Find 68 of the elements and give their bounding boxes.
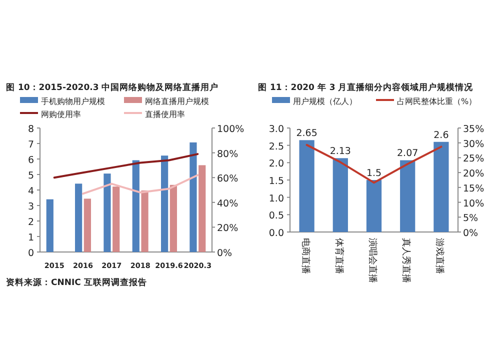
data-label: 2.07 [397,148,418,160]
bar [161,156,168,252]
line-series [53,153,199,179]
y2-tick-label: 5% [463,213,478,224]
bar [366,180,382,232]
y2-tick-label: 60% [217,174,238,185]
legend-label: 直播使用率 [145,110,185,119]
bar [141,190,148,252]
y-tick-label: 2.0 [268,158,284,170]
data-label: 2.6 [434,130,449,141]
y2-tick-label: 20% [217,223,238,234]
x-tick-label: 游戏直播 [434,238,446,274]
y-tick-label: 3 [28,202,34,212]
y-tick-label: 7 [28,140,34,150]
y2-tick-label: 0% [217,248,232,259]
bar [104,174,111,252]
chart-title: 图 10：2015-2020.3 中国网络购物及网络直播用户 [6,82,219,93]
y2-tick-label: 40% [217,198,238,210]
y-tick-label: 1.5 [268,176,284,187]
y-tick-label: 0.5 [268,210,284,222]
y-tick-label: 4 [28,186,34,197]
bar [190,142,197,252]
y-tick-label: 1 [28,232,34,244]
x-tick-label: 演唱会直播 [367,238,378,283]
bar [299,140,314,232]
bar [112,186,120,252]
bar [84,198,91,252]
y-tick-label: 0.0 [268,228,284,239]
y2-tick-label: 80% [217,148,238,160]
y2-tick-label: 30% [463,138,484,150]
bar [198,165,206,252]
data-label: 1.5 [366,168,382,179]
data-label: 2.65 [296,128,318,140]
bar [400,160,416,232]
bar [75,184,82,252]
y2-tick-label: 100% [217,124,244,135]
line-series [306,144,442,184]
data-label: 2.13 [330,146,351,158]
legend-label: 用户规模（亿人） [293,97,357,106]
legend-label: 手机购物用户规模 [41,97,105,106]
y2-tick-label: 20% [463,168,484,180]
x-tick-label: 电商直播 [300,238,311,274]
y-tick-label: 0 [28,248,34,259]
legend-label: 网购使用率 [41,110,81,119]
legend-label: 占网民整体比重（%） [397,97,477,106]
y-tick-label: 1.0 [268,193,284,204]
y2-tick-label: 10% [463,198,484,210]
x-tick-label: 体育直播 [333,238,344,274]
y2-tick-label: 15% [463,183,484,194]
y-tick-label: 6 [28,155,34,166]
y-tick-label: 8 [28,124,34,135]
bar [434,142,449,232]
line-series [82,174,199,195]
text: 资料来源：CNNIC 互联网调查报告 [6,277,147,288]
chart-title: 图 11：2020 年 3 月直播细分内容领域用户规模情况 [258,82,474,93]
y2-tick-label: 25% [463,154,484,165]
bar [332,158,348,232]
y2-tick-label: 0% [463,228,478,239]
y-tick-label: 5 [28,170,34,182]
y-tick-label: 2.5 [268,141,284,152]
bar [132,160,140,252]
y-tick-label: 3.0 [268,124,284,135]
x-tick-label: 真人秀直播 [400,238,412,283]
bar [170,184,177,252]
y-tick-label: 2 [28,217,34,228]
legend-label: 网络直播用户规模 [145,97,209,106]
y2-tick-label: 35% [463,124,484,135]
bar [46,199,54,252]
